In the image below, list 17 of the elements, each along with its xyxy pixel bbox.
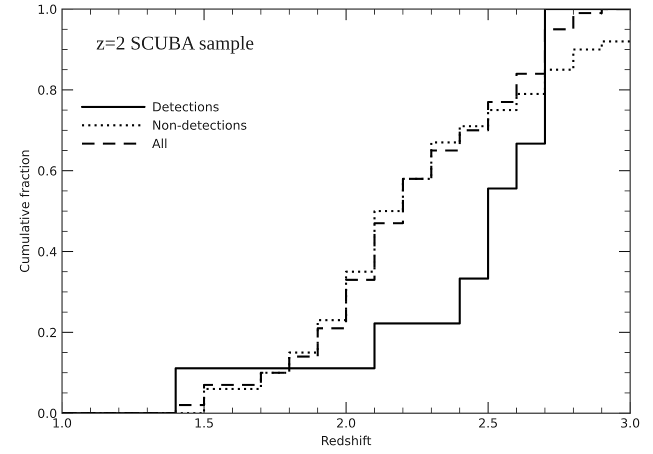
x-tick-label: 3.0 <box>621 418 640 428</box>
y-tick-label: 0.4 <box>38 246 56 256</box>
legend-label: Detections <box>153 102 219 112</box>
legend-label: Non-detections <box>153 120 246 130</box>
y-tick-label: 0.8 <box>38 85 56 95</box>
x-axis-title: Redshift <box>322 436 372 446</box>
y-tick-label: 0.6 <box>38 166 56 176</box>
legend-label: All <box>152 138 166 148</box>
y-tick-label: 0.0 <box>38 408 56 418</box>
y-tick-label: 0.2 <box>38 328 56 338</box>
x-tick-label: 1.5 <box>195 418 213 428</box>
text: z=2 SCUBA sample <box>96 36 254 54</box>
x-tick-label: 1.0 <box>53 418 72 428</box>
y-axis-title: Cumulative fraction <box>20 150 30 272</box>
x-tick-label: 2.5 <box>479 418 497 428</box>
y-tick-label: 1.0 <box>38 4 56 14</box>
x-tick-label: 2.0 <box>337 418 356 428</box>
